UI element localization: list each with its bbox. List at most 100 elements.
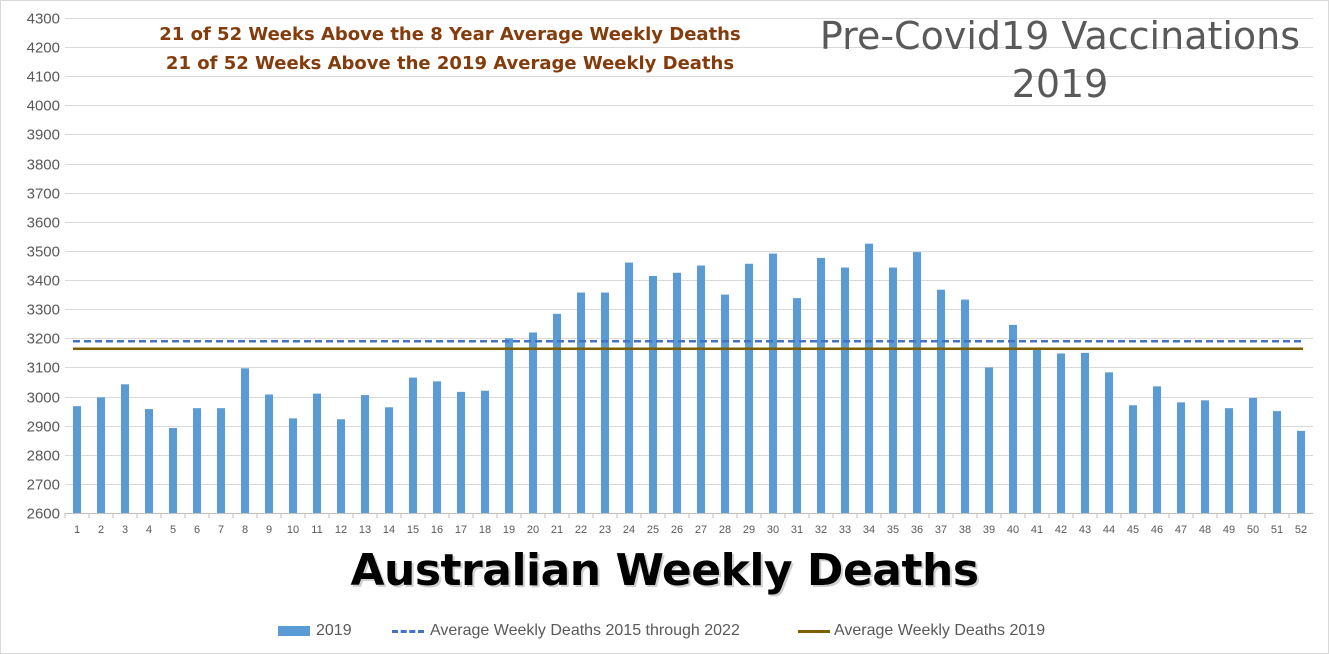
x-axis-title: Australian Weekly Deaths (350, 545, 979, 596)
x-tick-label: 7 (218, 524, 224, 536)
y-tick-label: 4300 (27, 11, 60, 28)
x-tick-labels: 1 2 3 4 5 6 7 8 9 10 11 12 13 14 15 16 17 18 19 20 21 22 23 24 2… (64, 513, 1307, 536)
bar-week-30 (769, 253, 777, 513)
x-tick-label: 10 (287, 524, 299, 536)
y-tick-labels: 2600 2700 2800 2900 3000 3100 3200 3300 3400 3500… (27, 11, 60, 523)
x-tick-label: 11 (311, 524, 322, 536)
bar-week-23 (601, 292, 609, 513)
bar-week-25 (649, 275, 657, 513)
x-tick-label: 13 (359, 524, 371, 536)
y-tick-label: 3500 (27, 244, 60, 261)
bar-week-11 (313, 393, 321, 513)
y-tick-label: 3800 (27, 157, 60, 174)
x-tick-label: 14 (383, 524, 395, 536)
x-tick-label: 15 (407, 524, 419, 536)
x-tick-label: 21 (551, 524, 563, 536)
x-tick-label: 47 (1175, 524, 1187, 536)
bar-week-48 (1201, 400, 1209, 513)
bar-week-24 (625, 262, 633, 513)
bar-week-9 (265, 394, 273, 513)
y-tick-label: 3700 (27, 186, 60, 203)
bar-week-36 (913, 252, 921, 514)
bar-week-29 (745, 263, 753, 513)
x-tick-label: 4 (146, 524, 152, 536)
bar-week-45 (1129, 405, 1137, 513)
bar-week-4 (145, 409, 153, 513)
bars-2019 (73, 243, 1305, 514)
bar-week-49 (1225, 408, 1233, 513)
y-tick-label: 2600 (27, 506, 60, 523)
x-tick-label: 3 (122, 524, 128, 536)
gridlines (65, 18, 1313, 514)
x-tick-label: 52 (1295, 524, 1307, 536)
x-tick-label: 23 (599, 524, 611, 536)
bar-week-46 (1153, 386, 1161, 513)
x-tick-label: 22 (575, 524, 587, 536)
bar-week-28 (721, 294, 729, 513)
x-tick-label: 19 (503, 524, 515, 536)
bar-week-27 (697, 265, 705, 513)
y-tick-label: 3000 (27, 390, 60, 407)
x-tick-label: 33 (839, 524, 851, 536)
average-lines (73, 339, 1303, 351)
y-tick-label: 3600 (27, 215, 60, 232)
x-tick-label: 2 (98, 524, 104, 536)
bar-week-13 (361, 395, 369, 513)
y-tick-label: 4200 (27, 40, 60, 57)
bar-week-35 (889, 267, 897, 513)
y-tick-label: 4100 (27, 69, 60, 86)
x-tick-label: 27 (695, 524, 707, 536)
x-tick-label: 29 (743, 524, 755, 536)
y-tick-label: 2700 (27, 477, 60, 494)
bar-week-7 (217, 408, 225, 513)
annotation-2019: 21 of 52 Weeks Above the 2019 Average We… (165, 53, 735, 74)
x-tick-label: 43 (1079, 524, 1091, 536)
bar-week-51 (1273, 411, 1281, 513)
x-tick-label: 12 (335, 524, 347, 536)
x-tick-label: 9 (266, 524, 272, 536)
bar-week-22 (577, 292, 585, 513)
legend-label-2019: 2019 (316, 622, 352, 639)
bar-week-5 (169, 427, 177, 513)
bar-week-19 (505, 338, 513, 513)
legend-label-2019-average: Average Weekly Deaths 2019 (834, 622, 1046, 639)
x-tick-label: 30 (767, 524, 779, 536)
legend-swatch-bar (278, 626, 310, 636)
bar-week-14 (385, 407, 393, 513)
x-tick-label: 6 (194, 524, 200, 536)
bar-week-20 (529, 332, 537, 513)
corner-title: Pre-Covid19 Vaccinations 2019 (760, 12, 1329, 108)
x-tick-label: 28 (719, 524, 731, 536)
y-tick-label: 4000 (27, 98, 60, 115)
y-tick-label: 2800 (27, 448, 60, 465)
y-tick-label: 3300 (27, 302, 60, 319)
bar-week-44 (1105, 372, 1113, 513)
legend-item-2019: 2019 (278, 620, 352, 642)
x-tick-label: 35 (887, 524, 899, 536)
bar-week-15 (409, 377, 417, 513)
x-tick-label: 34 (863, 524, 875, 536)
bar-week-40 (1009, 324, 1017, 513)
bar-week-38 (961, 299, 969, 513)
legend: 2019 Average Weekly Deaths 2015 through … (0, 620, 1329, 642)
bar-week-3 (121, 384, 129, 513)
bar-week-37 (937, 289, 945, 513)
corner-title-line-1: Pre-Covid19 Vaccinations (819, 14, 1301, 58)
x-tick-label: 48 (1199, 524, 1211, 536)
bar-week-8 (241, 368, 249, 513)
x-tick-label: 26 (671, 524, 683, 536)
bar-week-21 (553, 313, 561, 513)
bar-week-32 (817, 257, 825, 513)
legend-swatch-dashed (392, 629, 424, 633)
x-tick-label: 39 (983, 524, 995, 536)
y-tick-label: 2900 (27, 419, 60, 436)
x-tick-label: 51 (1271, 524, 1283, 536)
bar-week-1 (73, 406, 81, 513)
bar-week-2 (97, 397, 105, 513)
bar-week-42 (1057, 353, 1065, 513)
bar-week-43 (1081, 352, 1089, 513)
bar-week-17 (457, 391, 465, 513)
bar-week-52 (1297, 430, 1305, 513)
x-tick-label: 17 (455, 524, 467, 536)
x-tick-label: 1 (74, 524, 80, 536)
